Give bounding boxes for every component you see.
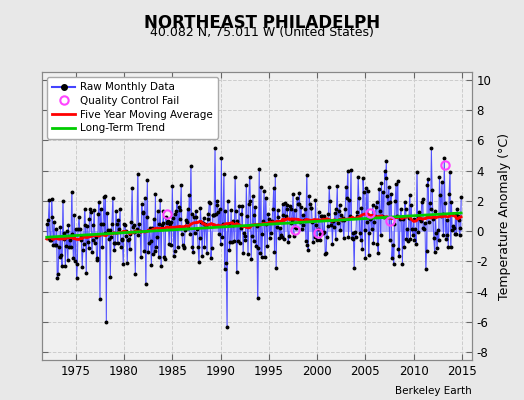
Text: 40.082 N, 75.011 W (United States): 40.082 N, 75.011 W (United States): [150, 26, 374, 39]
Legend: Raw Monthly Data, Quality Control Fail, Five Year Moving Average, Long-Term Tren: Raw Monthly Data, Quality Control Fail, …: [47, 77, 219, 138]
Text: NORTHEAST PHILADELPH: NORTHEAST PHILADELPH: [144, 14, 380, 32]
Y-axis label: Temperature Anomaly (°C): Temperature Anomaly (°C): [498, 132, 511, 300]
Text: Berkeley Earth: Berkeley Earth: [395, 386, 472, 396]
